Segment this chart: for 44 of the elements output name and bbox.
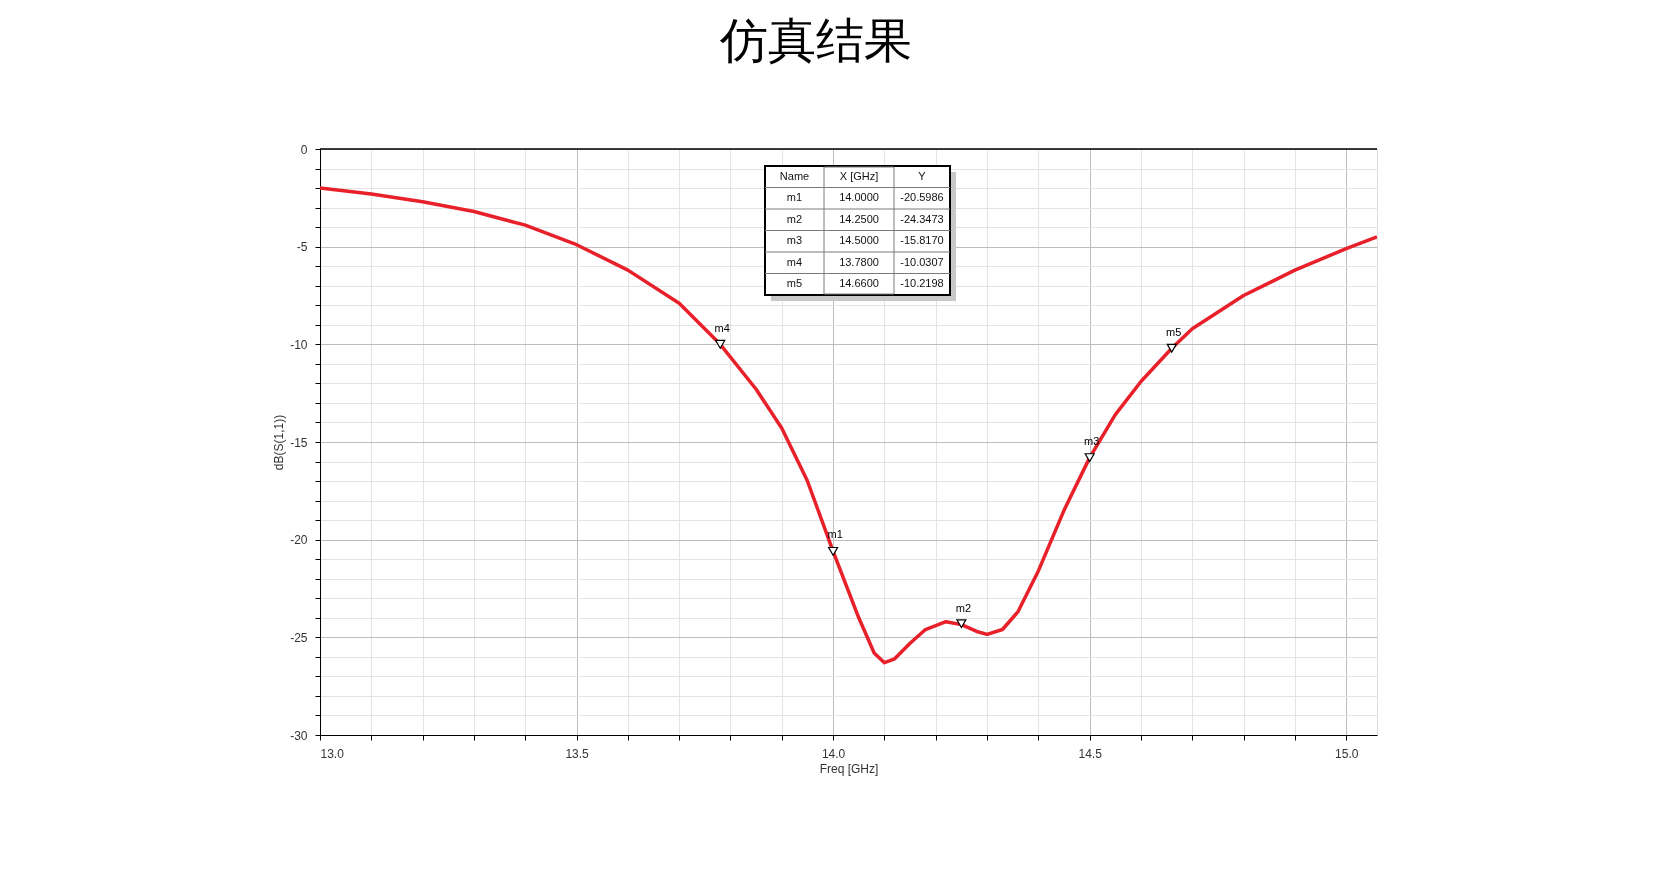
annotation: 14.6600	[839, 277, 879, 290]
y-tick-label: -30	[290, 728, 308, 743]
annotation: -20.5986	[900, 191, 944, 204]
y-tick-label: -20	[290, 533, 308, 548]
annotation: Name	[779, 169, 810, 182]
annotation: -10.2198	[900, 277, 944, 290]
x-tick-label: 14.5	[1078, 746, 1103, 761]
chart-title: 仿真结果	[719, 12, 912, 68]
annotation: 14.0000	[839, 191, 879, 204]
y-tick-label: -25	[290, 630, 308, 645]
annotation: m1	[827, 528, 843, 541]
annotation: m5	[1166, 325, 1182, 338]
point	[828, 546, 839, 556]
annotation: -15.8170	[900, 234, 944, 247]
point	[1166, 343, 1177, 353]
annotation: m5	[786, 277, 803, 290]
annotation: X [GHz]	[839, 169, 879, 182]
x-tick-label: 13.0	[320, 746, 345, 761]
annotation: m1	[786, 191, 803, 204]
y-tick-label: 0	[300, 142, 308, 157]
annotation: 13.7800	[839, 255, 879, 268]
point	[956, 619, 967, 629]
annotation: 14.2500	[839, 212, 879, 225]
annotation: m3	[1084, 434, 1100, 447]
annotation: m3	[786, 234, 803, 247]
annotation: m4	[786, 255, 803, 268]
x-tick-label: 15.0	[1335, 746, 1359, 761]
annotation: m2	[786, 212, 803, 225]
y-tick-label: -10	[290, 337, 308, 352]
y-tick-label: -5	[296, 240, 308, 255]
x-tick-label: 13.5	[565, 746, 590, 761]
annotation: Y	[918, 169, 927, 182]
annotation: -10.0307	[900, 255, 944, 268]
annotation: -24.3473	[900, 212, 944, 225]
annotation: m4	[714, 321, 730, 334]
point	[715, 339, 726, 349]
annotation: 14.5000	[839, 234, 879, 247]
y-axis-title: dB(S(1,1))	[272, 414, 287, 471]
annotation: m2	[955, 601, 972, 614]
x-tick-label: 14.0	[821, 746, 846, 761]
point	[1084, 453, 1095, 463]
x-axis-title: Freq [GHz]	[819, 761, 879, 776]
y-tick-label: -15	[290, 435, 308, 450]
line-series	[320, 186, 1377, 665]
